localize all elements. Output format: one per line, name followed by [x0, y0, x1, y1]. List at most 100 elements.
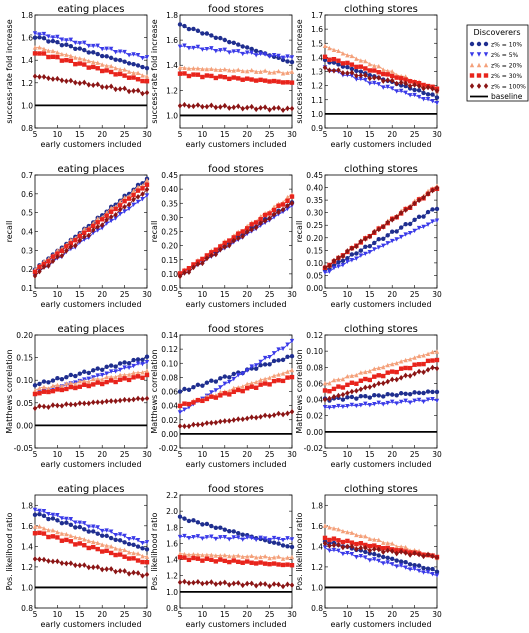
data-point [122, 49, 127, 55]
data-point [41, 531, 47, 536]
data-point [412, 566, 417, 572]
series [322, 206, 440, 273]
data-point [425, 351, 431, 357]
data-point [425, 222, 431, 227]
data-point [367, 536, 372, 541]
data-point [331, 404, 337, 410]
data-point [231, 104, 236, 111]
data-point [231, 75, 236, 80]
data-point [372, 382, 377, 389]
data-point [64, 520, 69, 525]
data-point [64, 42, 69, 47]
chart-panel: food stores-0.020.000.020.040.060.080.10… [150, 324, 297, 469]
plot-frame [34, 14, 148, 129]
data-point [95, 373, 100, 378]
data-point [73, 373, 78, 379]
data-point [322, 405, 328, 410]
panel-title: clothing stores [344, 484, 418, 495]
data-point [46, 75, 51, 82]
data-point [421, 390, 426, 396]
y-tick-label: 1.2 [311, 563, 323, 572]
data-point [267, 583, 272, 589]
data-point [177, 44, 183, 49]
series [177, 200, 295, 280]
data-point [231, 389, 236, 395]
data-point [204, 31, 210, 36]
data-point [267, 211, 272, 216]
data-point [240, 384, 245, 389]
data-point [191, 72, 196, 77]
data-point [289, 544, 295, 550]
data-point [126, 53, 132, 58]
y-tick-label: 0.8 [311, 604, 323, 613]
data-point [117, 361, 123, 366]
data-point [407, 567, 413, 572]
data-point [416, 397, 422, 403]
y-tick-label: 1.1 [311, 96, 323, 105]
data-point [262, 355, 268, 361]
plot-frame [324, 14, 438, 129]
data-point [117, 552, 123, 557]
data-point [381, 78, 386, 84]
data-point [122, 547, 127, 553]
data-point [289, 80, 295, 85]
data-point [218, 525, 223, 530]
data-point [289, 69, 295, 74]
data-point [253, 48, 259, 54]
data-point [280, 543, 286, 548]
data-point [218, 580, 223, 587]
data-point [354, 243, 359, 250]
data-point [240, 554, 245, 559]
data-point [73, 46, 78, 52]
data-point [144, 79, 150, 84]
data-point [390, 238, 395, 244]
data-point [86, 524, 91, 530]
data-point [113, 65, 118, 71]
x-tick-label: 5 [178, 290, 183, 299]
data-point [104, 364, 109, 370]
data-point [394, 360, 399, 366]
series [322, 218, 440, 275]
data-point [367, 551, 372, 556]
data-point [46, 511, 51, 517]
y-tick-label: 0.10 [16, 376, 33, 385]
data-point [345, 390, 350, 396]
y-tick-label: 0.02 [306, 412, 323, 421]
data-point [394, 393, 399, 398]
data-point [144, 372, 150, 378]
data-point [376, 63, 381, 69]
y-tick-label: 0.06 [306, 379, 323, 388]
data-point [394, 229, 399, 234]
data-point [253, 379, 259, 385]
data-point [253, 363, 259, 368]
data-point [403, 365, 408, 371]
data-point [222, 418, 227, 424]
data-point [358, 370, 364, 375]
data-point [403, 565, 408, 570]
data-point [177, 410, 183, 415]
data-point [354, 251, 359, 256]
data-point [358, 58, 364, 63]
y-tick-label: 1.0 [311, 583, 323, 592]
data-point [41, 526, 47, 531]
panel-title: clothing stores [344, 164, 418, 175]
data-point [135, 87, 141, 94]
data-point [258, 51, 263, 57]
x-tick-label: 15 [220, 130, 230, 139]
data-point [271, 105, 277, 111]
data-point [276, 372, 281, 377]
data-point [200, 260, 205, 267]
data-point [68, 384, 74, 390]
x-tick-label: 30 [287, 130, 297, 139]
data-point [349, 258, 355, 263]
y-axis-label: Pos. likelihood ratio [295, 513, 304, 591]
data-point [91, 368, 96, 373]
data-point [340, 258, 346, 264]
data-point [209, 73, 214, 79]
data-point [117, 532, 123, 537]
data-point [218, 67, 223, 72]
data-point [381, 373, 386, 379]
legend-marker [476, 73, 482, 78]
data-point [186, 265, 192, 271]
data-point [434, 349, 440, 354]
